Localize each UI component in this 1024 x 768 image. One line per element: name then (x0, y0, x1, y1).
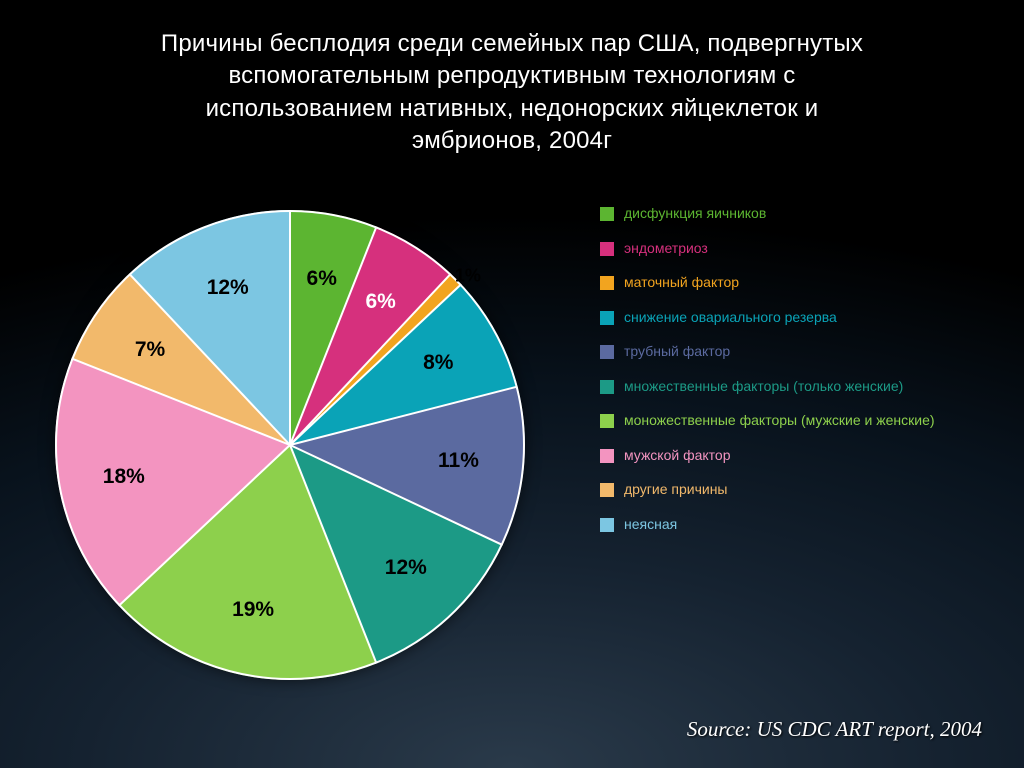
legend-item: снижение овариального резерва (600, 309, 980, 327)
legend: дисфункция яичников эндометриоз маточный ф… (600, 205, 980, 550)
legend-label: снижение овариального резерва (624, 309, 837, 327)
legend-item: множественные факторы (только женские) (600, 378, 980, 396)
legend-label: множественные факторы (только женские) (624, 378, 903, 396)
legend-label: неясная (624, 516, 677, 534)
legend-label: дисфункция яичников (624, 205, 766, 223)
title-line: эмбрионов, 2004г (50, 125, 974, 157)
legend-swatch (600, 242, 614, 256)
chart-title: Причины бесплодия среди семейных пар США… (0, 28, 1024, 158)
legend-label: трубный фактор (624, 343, 730, 361)
source-citation: Source: US CDC ART report, 2004 (687, 717, 982, 742)
legend-item: другие причины (600, 481, 980, 499)
legend-swatch (600, 311, 614, 325)
title-line: вспомогательным репродуктивным технологи… (50, 60, 974, 92)
legend-label: эндометриоз (624, 240, 708, 258)
legend-label: моножественные факторы (мужские и женски… (624, 412, 935, 430)
legend-label: другие причины (624, 481, 728, 499)
legend-swatch (600, 518, 614, 532)
legend-swatch (600, 345, 614, 359)
legend-swatch (600, 207, 614, 221)
legend-swatch (600, 449, 614, 463)
legend-item: мужской фактор (600, 447, 980, 465)
title-line: Причины бесплодия среди семейных пар США… (50, 28, 974, 60)
legend-item: моножественные факторы (мужские и женски… (600, 412, 980, 430)
legend-item: эндометриоз (600, 240, 980, 258)
legend-label: мужской фактор (624, 447, 731, 465)
legend-item: неясная (600, 516, 980, 534)
legend-item: дисфункция яичников (600, 205, 980, 223)
pie-chart: 6%6%1%8%11%12%19%18%7%12% (55, 210, 525, 680)
legend-label: маточный фактор (624, 274, 739, 292)
legend-item: маточный фактор (600, 274, 980, 292)
legend-swatch (600, 276, 614, 290)
legend-swatch (600, 380, 614, 394)
legend-item: трубный фактор (600, 343, 980, 361)
legend-swatch (600, 483, 614, 497)
legend-swatch (600, 414, 614, 428)
title-line: использованием нативных, недонорских яйц… (50, 93, 974, 125)
